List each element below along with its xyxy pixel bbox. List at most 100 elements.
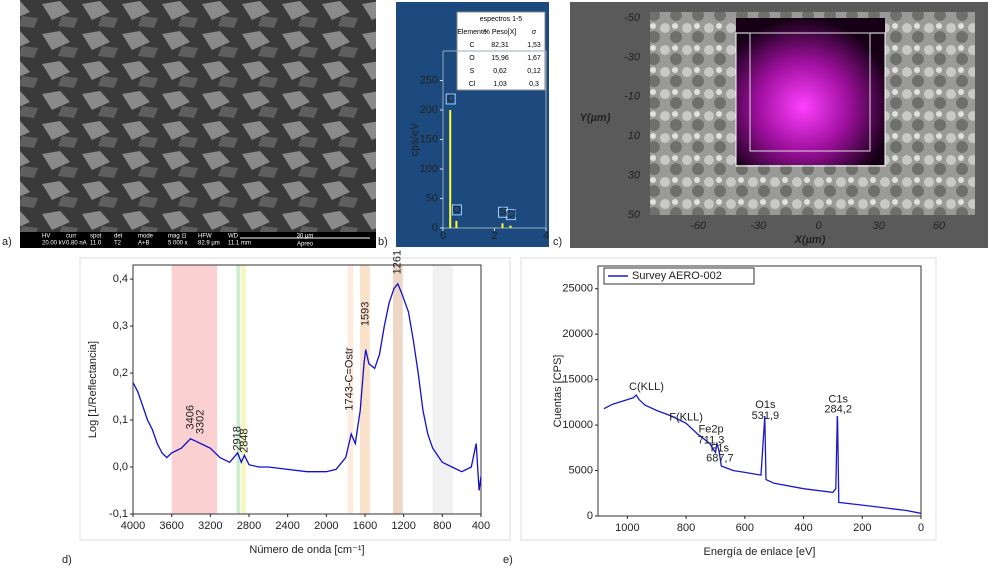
x-tick-label: 1200	[391, 520, 415, 532]
band	[236, 265, 241, 514]
panel-label: d)	[62, 554, 72, 566]
band	[347, 265, 354, 514]
annotation: 2918	[231, 426, 243, 450]
y-axis-label: Y(µm)	[580, 112, 611, 124]
x-tick-label: 2400	[275, 520, 299, 532]
annotation: 3302	[194, 410, 206, 434]
peak-label: C	[447, 93, 455, 105]
panel-label: c)	[553, 236, 562, 248]
table-cell: 15,96	[491, 55, 509, 62]
table-cell: 0,62	[493, 68, 507, 75]
band	[432, 265, 453, 514]
sem-field-value: 11.1 mm	[228, 241, 251, 247]
annotation: C(KLL)	[629, 381, 664, 393]
y-tick-label: 0	[587, 510, 593, 522]
table-cell: 0,3	[529, 81, 539, 88]
annotation: F1s	[711, 443, 730, 455]
annotation: 3406	[184, 405, 196, 429]
raman-map	[736, 18, 885, 165]
y-tick-label: 15000	[562, 374, 593, 386]
series-line	[603, 394, 922, 514]
legend-label: Survey AERO-002	[632, 270, 722, 282]
peak-label: O	[453, 204, 462, 216]
x-tick-label: 1600	[353, 520, 377, 532]
y-tick-label: -30	[624, 51, 641, 63]
sem-field-value: 5 000 x	[168, 241, 188, 247]
y-tick-label: 10000	[562, 419, 593, 431]
x-tick-label: 3600	[159, 520, 183, 532]
y-axis-label: Cuentas [CPS]	[552, 355, 564, 428]
table-cell: 82,31	[491, 42, 509, 49]
plot-frame	[597, 265, 922, 517]
peak-label: Cl	[506, 209, 516, 221]
x-tick-label: 3200	[198, 520, 222, 532]
x-axis-label: Energía de enlace [eV]	[704, 546, 816, 558]
map-frame	[749, 32, 871, 152]
sem-field-value: 0.80 nA	[66, 241, 87, 247]
annotation: 2848	[238, 428, 250, 452]
x-tick-label: -60	[690, 220, 707, 232]
sem-image	[20, 0, 376, 232]
table-cell: 0,12	[527, 68, 541, 75]
x-tick-label: -30	[750, 220, 767, 232]
x-tick-label: 800	[677, 522, 695, 534]
sem-field-name: curr	[66, 234, 76, 240]
table-title: espectros 1-5	[480, 16, 523, 23]
x-tick-label: 2000	[314, 520, 338, 532]
sem-field-name: HV	[42, 234, 50, 240]
annotation: C1s	[828, 394, 848, 406]
y-tick-label: 0,4	[113, 273, 128, 285]
peak-label-box	[451, 204, 462, 216]
table-header: Elemento	[457, 29, 487, 36]
sem-field-value: 82.9 µm	[198, 241, 220, 247]
y-tick-label: 0,2	[113, 367, 128, 379]
annotation: 1743-C=Ostr	[343, 347, 355, 411]
y-axis-label: cps/eV	[409, 122, 421, 156]
annotation: 284,2	[824, 404, 852, 416]
x-tick-label: 600	[736, 522, 754, 534]
peak-label-box	[445, 93, 456, 105]
x-tick-label: 0	[918, 522, 924, 534]
y-tick-label: 100	[420, 163, 438, 175]
sem-field-value: 20.00 kV	[42, 241, 66, 247]
x-tick-label: 2	[491, 230, 497, 242]
brand: Apreo	[297, 242, 314, 248]
scale-label: 30 µm	[297, 234, 314, 240]
sem-field-name: det	[114, 234, 123, 240]
sem-field-name: spot	[90, 234, 102, 240]
panel-frame	[79, 257, 511, 541]
x-axis-label: Número de onda [cm⁻¹]	[249, 544, 364, 556]
table-header: % Peso[X]	[484, 29, 517, 36]
sem-info-bar	[20, 232, 376, 248]
y-tick-label: 20000	[562, 328, 593, 340]
annotation: Fe2p	[699, 424, 724, 436]
peak-label: S	[499, 206, 506, 218]
y-tick-label: 5000	[569, 464, 593, 476]
panel-label: e)	[503, 554, 513, 566]
sem-field-name: mag ⊡	[168, 234, 186, 240]
y-axis-label: Log [1/Reflectancia]	[87, 341, 99, 438]
legend-box	[603, 267, 755, 285]
table-cell: O	[469, 55, 475, 62]
table-header: σ	[532, 29, 537, 36]
y-tick-label: 150	[420, 133, 438, 145]
y-tick-label: -0,1	[109, 508, 128, 520]
sem-field-name: WD	[228, 234, 239, 240]
sem-field-value: 11.0	[90, 241, 102, 247]
plot-frame	[132, 264, 482, 515]
band	[360, 265, 370, 514]
annotation: 687,7	[706, 453, 734, 465]
table-cell: C	[469, 42, 474, 49]
table-cell: S	[470, 68, 475, 75]
y-tick-label: -10	[624, 91, 641, 103]
table-cell: 1,53	[527, 42, 541, 49]
y-tick-label: 0	[432, 222, 438, 234]
x-tick-label: 400	[794, 522, 812, 534]
table-cell: 1,67	[527, 55, 541, 62]
panel-frame	[520, 257, 937, 541]
x-tick-label: 4	[543, 230, 549, 242]
panel-label: a)	[2, 236, 12, 248]
y-tick-label: 0,0	[113, 461, 128, 473]
y-tick-label: 0,3	[113, 320, 128, 332]
